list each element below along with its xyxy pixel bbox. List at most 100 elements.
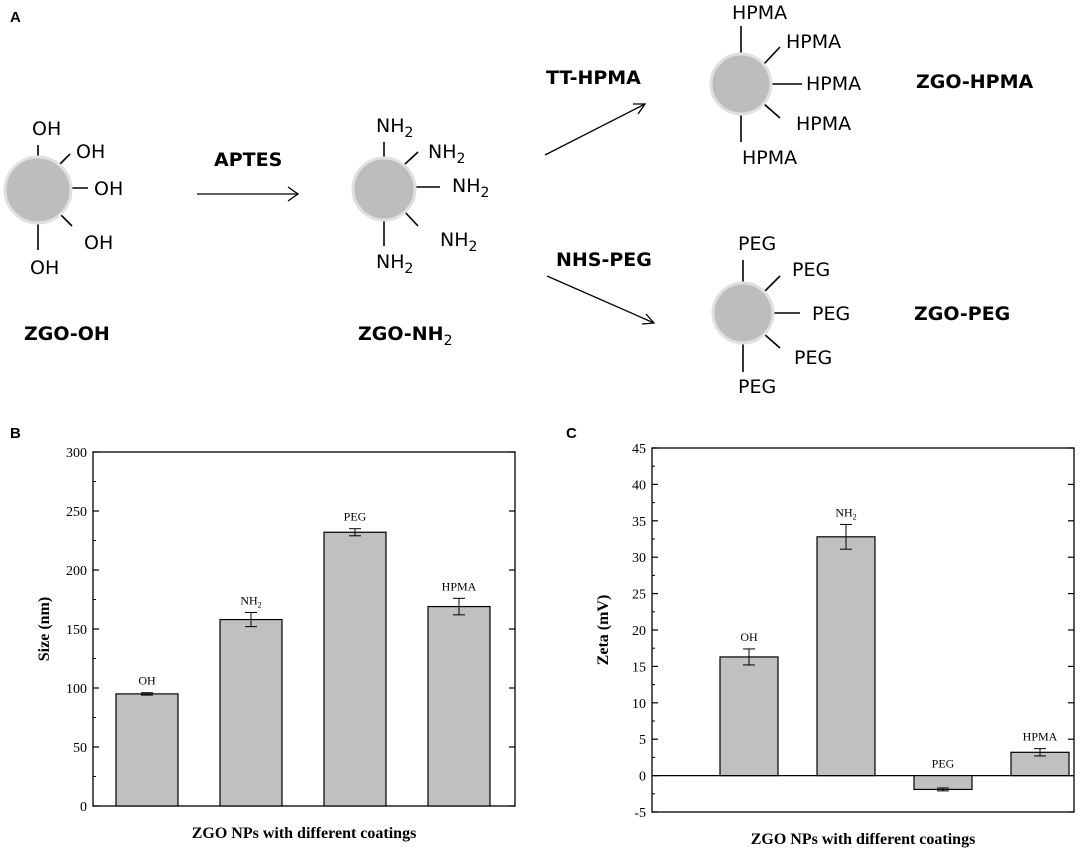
bar-label-main: NH [240,593,258,607]
reagent-label: TT-HPMA [546,67,641,89]
bar-label-main: OH [138,674,156,688]
bar-label: PEG [344,510,367,524]
scheme-panel: A OH OH OH OH OH ZGO-OH APTES [3,2,1033,398]
y-axis-title: Zeta (mV) [595,595,612,666]
y-tick-label: 50 [73,741,87,756]
arrow-head [641,313,656,325]
ligand-label: HPMA [742,147,797,169]
arrow-head [633,103,647,115]
ligand-label: OH [76,141,105,163]
ligand-line [403,210,419,227]
particle-name: ZGO-HPMA [916,71,1033,93]
x-axis-title: ZGO NPs with different coatings [192,825,417,842]
bar-peg [913,774,973,791]
y-tick-label: 0 [80,800,87,815]
size-chart: B 0 50 100 150 200 250 300 OH NH2 PEG HPMA ZGO NPs … [10,425,516,842]
arrow-head [287,186,300,202]
nanoparticle [709,52,773,116]
bar-label-sub: 2 [258,600,262,609]
bar-label: HPMA [1023,730,1058,744]
ligand-line [403,151,419,166]
ligand-label: NH2 [440,229,477,255]
ligand-label: NH2 [428,141,465,167]
y-tick-label: 5 [639,733,646,748]
particle-zgo-nh2: NH2 NH2 NH2 NH2 NH2 ZGO-NH2 [351,115,489,349]
bar-label: NH2 [835,505,856,521]
y-axis-title: Size (nm) [36,597,53,661]
bar-label-main: NH [835,505,853,519]
zeta-chart: C -5 0 5 10 15 20 25 30 35 40 45 OH NH2 PEG HPMA ZGO NP… [566,425,1075,848]
bar-peg [323,531,387,807]
y-tick-label: 200 [66,564,87,579]
arrow-line [544,103,646,156]
arrow-tt-hpma: TT-HPMA [544,67,647,156]
nanoparticle [711,281,775,345]
ligand-label: OH [94,178,123,200]
y-tick-label: 15 [632,660,646,675]
reagent-label: NHS-PEG [556,249,652,271]
bar-label: HPMA [442,579,477,593]
bar-label: OH [740,630,758,644]
ligand-label: PEG [738,376,776,398]
ligand-label: PEG [738,233,776,255]
arrow-aptes: APTES [197,149,300,202]
y-tick-label: 150 [66,623,87,638]
bar-hpma [427,605,491,807]
y-tick-label: 100 [66,682,87,697]
bar-label-sub: 2 [853,512,857,521]
y-tick-label: 40 [632,478,646,493]
ligand-label: NH2 [376,251,413,277]
ligand-line [763,103,781,119]
particle-zgo-oh: OH OH OH OH OH ZGO-OH [3,118,123,345]
bar-label-main: HPMA [442,579,477,593]
reagent-label: APTES [214,149,282,171]
bar-label-main: PEG [932,757,955,771]
x-axis-title: ZGO NPs with different coatings [751,831,976,848]
bar-nh2 [816,536,876,777]
ligand-line [763,46,781,65]
arrow-line [546,275,655,324]
ligand-label: OH [84,232,113,254]
y-tick-label: 300 [66,446,87,461]
ligand-label: HPMA [806,73,861,95]
bar-nh2 [219,618,283,807]
bar-label-main: HPMA [1023,730,1058,744]
particle-name: ZGO-OH [24,323,110,345]
particle-zgo-hpma: HPMA HPMA HPMA HPMA HPMA ZGO-HPMA [709,2,1033,169]
y-tick-label: 20 [632,624,646,639]
panel-label-c: C [566,425,577,442]
ligand-label: NH2 [376,115,413,141]
particle-name: ZGO-NH2 [358,323,453,349]
nanoparticle [3,155,73,225]
ligand-label: NH2 [452,175,489,201]
ligand-label: OH [30,257,59,279]
bar-oh [115,693,179,807]
ligand-label: OH [32,118,61,140]
ligand-label: PEG [794,347,832,369]
y-tick-label: 250 [66,505,87,520]
y-tick-label: 30 [632,551,646,566]
nanoparticle [351,156,417,222]
arrow-nhs-peg: NHS-PEG [546,249,656,325]
y-tick-label: 25 [632,588,646,603]
panel-label-b: B [10,425,21,442]
bar-oh [719,656,779,777]
ligand-label: PEG [812,303,850,325]
particle-zgo-peg: PEG PEG PEG PEG PEG ZGO-PEG [711,233,1010,398]
ligand-line [763,275,781,293]
bar-label-main: PEG [344,510,367,524]
particle-name: ZGO-PEG [914,303,1010,325]
ligand-label: HPMA [796,113,851,135]
ligand-label: HPMA [732,2,787,24]
bar-label: NH2 [240,593,261,609]
ligand-label: PEG [792,259,830,281]
y-tick-label: 0 [639,770,646,785]
y-tick-label: 10 [632,697,646,712]
bar-label: PEG [932,757,955,771]
ligand-label: HPMA [786,31,841,53]
y-tick-label: 45 [632,442,646,457]
bar-label: OH [138,674,156,688]
y-tick-label: 35 [632,515,646,530]
y-tick-label: -5 [634,806,646,821]
